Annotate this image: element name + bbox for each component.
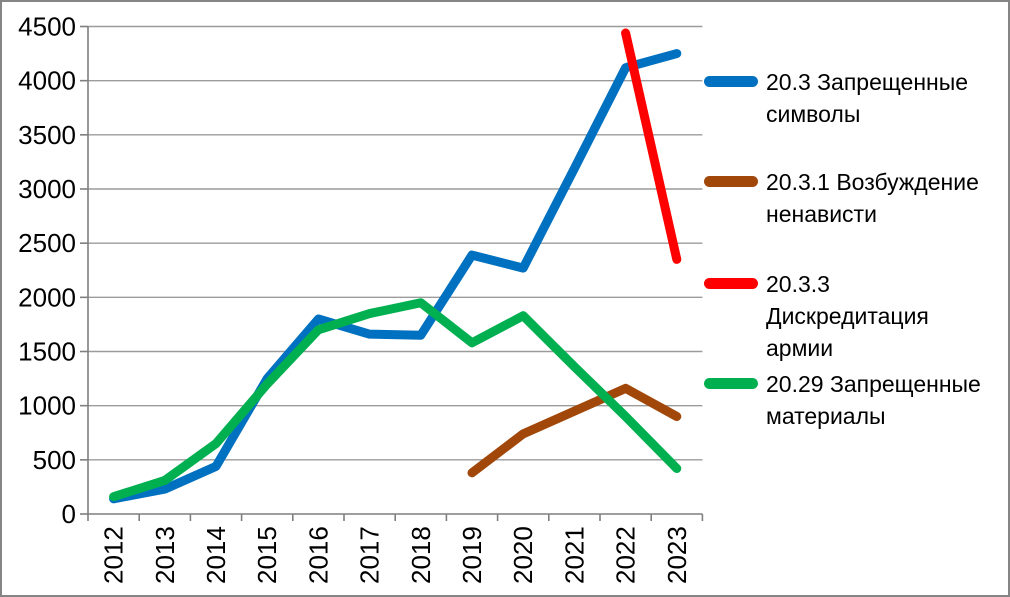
series-line-1 xyxy=(467,383,682,478)
x-tick-label: 2016 xyxy=(303,526,333,584)
series-line-0 xyxy=(109,49,682,504)
x-axis-labels: 2012 2013 2014 2015 2016 2017 2018 2019 2020 2021… xyxy=(99,526,692,584)
x-tick-label: 2022 xyxy=(611,526,641,584)
x-tick-label: 2012 xyxy=(99,526,129,584)
x-tick-label: 2021 xyxy=(559,526,589,584)
x-tick-label: 2018 xyxy=(406,526,436,584)
y-tick-label: 1000 xyxy=(18,391,76,421)
y-tick-label: 1500 xyxy=(18,337,76,367)
y-tick-label: 3500 xyxy=(18,120,76,150)
gridlines xyxy=(88,25,703,461)
x-tick-label: 2013 xyxy=(150,526,180,584)
x-tick-label: 2014 xyxy=(201,526,231,584)
y-tick-label: 4000 xyxy=(18,66,76,96)
x-tick-label: 2019 xyxy=(457,526,487,584)
y-tick-label: 2500 xyxy=(18,228,76,258)
y-tick-label: 500 xyxy=(33,445,76,475)
y-tick-label: 0 xyxy=(62,499,76,529)
x-tick-label: 2023 xyxy=(662,526,692,584)
axes xyxy=(80,25,704,521)
x-tick-label: 2020 xyxy=(508,526,538,584)
series-line-2 xyxy=(621,28,682,264)
series-line-3 xyxy=(109,298,682,502)
y-tick-label: 4500 xyxy=(18,12,76,42)
y-tick-label: 2000 xyxy=(18,282,76,312)
y-tick-label: 3000 xyxy=(18,174,76,204)
x-tick-label: 2017 xyxy=(355,526,385,584)
y-axis-labels: 0 500 1000 1500 2000 2500 3000 3500 4000 4500 xyxy=(18,12,76,530)
x-tick-label: 2015 xyxy=(252,526,282,584)
